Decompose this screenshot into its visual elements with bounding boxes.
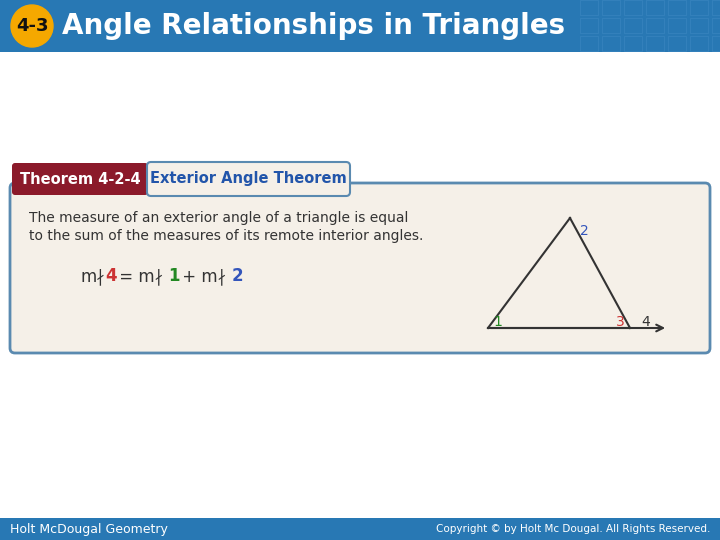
Text: Holt McDougal Geometry: Holt McDougal Geometry: [10, 523, 168, 536]
FancyBboxPatch shape: [0, 0, 720, 52]
Text: Angle Relationships in Triangles: Angle Relationships in Triangles: [62, 12, 565, 40]
Text: + m∤: + m∤: [177, 267, 226, 285]
Text: to the sum of the measures of its remote interior angles.: to the sum of the measures of its remote…: [29, 229, 423, 243]
Text: 2: 2: [232, 267, 243, 285]
FancyBboxPatch shape: [147, 162, 350, 196]
Text: 4: 4: [642, 315, 650, 329]
Text: The measure of an exterior angle of a triangle is equal: The measure of an exterior angle of a tr…: [29, 211, 408, 225]
Text: 3: 3: [616, 315, 624, 329]
Text: 1: 1: [168, 267, 179, 285]
Text: 4-3: 4-3: [16, 17, 48, 35]
Text: 1: 1: [494, 315, 503, 329]
Text: Copyright © by Holt Mc Dougal. All Rights Reserved.: Copyright © by Holt Mc Dougal. All Right…: [436, 524, 710, 534]
FancyBboxPatch shape: [12, 163, 148, 195]
FancyBboxPatch shape: [0, 518, 720, 540]
Text: Exterior Angle Theorem: Exterior Angle Theorem: [150, 172, 347, 186]
Text: 4: 4: [105, 267, 117, 285]
FancyBboxPatch shape: [10, 183, 710, 353]
Text: m∤: m∤: [80, 267, 104, 285]
Text: = m∤: = m∤: [114, 267, 163, 285]
Circle shape: [11, 5, 53, 47]
Text: 2: 2: [580, 224, 588, 238]
Text: Theorem 4-2-4: Theorem 4-2-4: [19, 172, 140, 186]
